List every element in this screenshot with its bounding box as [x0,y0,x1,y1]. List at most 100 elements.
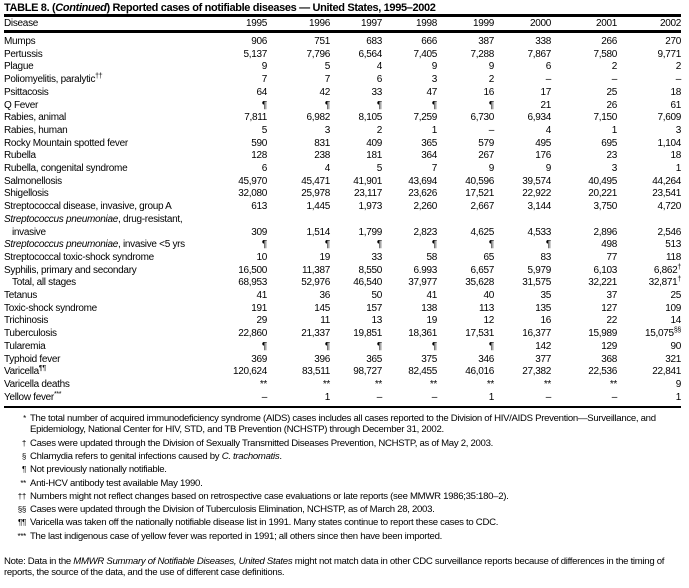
footnotes: * The total number of acquired immunodefi… [4,413,683,541]
table-row: Typhoid fever 369 396 365 375 346 377 368 321 [4,354,681,367]
cell-1996: 42 [319,86,330,98]
table-row: Tetanus 41 36 50 41 40 35 37 25 [4,290,681,303]
disease-name: Salmonellosis [4,175,62,187]
cell-1996: 83,511 [301,366,330,378]
cell-2000: 16 [540,315,551,327]
cell-1999: 346 [478,353,494,365]
cell-1997: 365 [366,353,382,365]
cell-2001: 3 [611,163,618,175]
table-row: Streptococcal toxic-shock syndrome 10 19 33… [4,252,681,265]
cell-1996: 25,978 [301,188,330,200]
cell-2002: 6,862† [653,263,681,276]
cell-1995: – [261,391,268,403]
cell-2002: 513 [665,239,681,251]
cell-1998: 9 [431,61,438,73]
cell-1997: ¶ [376,340,382,352]
cell-1996: 238 [314,150,330,162]
cell-1996: 751 [314,36,330,47]
cell-2000: 176 [535,150,551,162]
cell-1998: 82,455 [408,366,437,378]
table-row: Poliomyelitis, paralytic†† 7 7 6 3 2 – – – [4,73,681,87]
disease-name: Toxic-shock syndrome [4,302,97,314]
cell-1997: – [376,391,383,403]
cell-1996 [267,214,330,227]
cell-1998: 3 [431,74,438,86]
cell-1999: ** [486,378,494,390]
table-row: Syphilis, primary and secondary 16,500 11,… [4,263,681,278]
cell-2001: 368 [601,353,617,365]
cell-1996: ¶ [324,340,330,352]
disease-name: Varicella deaths [4,378,70,390]
cell-1997: ¶ [376,99,382,111]
cell-2001: 129 [601,340,617,352]
cell-2002: 321 [665,353,681,365]
cell-2001: 1 [611,124,618,136]
cell-1997: 6,564 [358,48,382,60]
cell-1999: 2,667 [470,201,494,213]
footnote-symbol: †† [17,491,27,501]
cell-1999: ¶ [488,99,494,111]
cell-1996: 11,387 [301,264,330,276]
cell-2001: 266 [601,36,617,47]
cell-1998: 18,361 [408,328,437,340]
cell-1997: 23,117 [353,188,382,200]
cell-1995: 309 [251,226,267,238]
column-header-2002: 2002 [659,18,681,29]
cell-1997: 409 [366,137,382,149]
cell-1999: 579 [478,137,494,149]
cell-1999: 16 [483,86,494,98]
cell-1998: 37,977 [408,277,437,289]
cell-1998: 2,823 [413,226,437,238]
disease-name: Rubella, congenital syndrome [4,163,128,175]
cell-2002: 1 [675,163,682,175]
cell-1995: 16,500 [238,264,267,276]
cell-1995: 906 [251,36,267,47]
cell-2001: 7,580 [593,48,617,60]
cell-2002: 1 [675,391,682,403]
cell-2000: 5,979 [527,264,551,276]
cell-1999: 12 [483,315,494,327]
footnote-marker: † [677,263,681,271]
cell-1998: 41 [426,290,437,302]
disease-name: Rubella [4,150,36,162]
cell-2002: 109 [665,302,681,314]
cell-1998: 43,694 [408,175,437,187]
cell-2002: 4,720 [657,201,681,213]
column-header-2001: 2001 [595,18,617,29]
cell-1995: 10 [256,251,267,263]
footnote-text: Varicella was taken off the nationally n… [30,517,499,529]
cell-1999: 17,521 [465,188,494,200]
footnote-text: Not previously nationally notifiable. [30,464,167,476]
cell-1996: ¶ [324,99,330,111]
cell-1998: 7,259 [413,112,437,124]
cell-1998: 364 [421,150,437,162]
table-row: Tuberculosis 22,860 21,337 19,851 18,361 17,5… [4,327,681,341]
cell-2000: 495 [535,137,551,149]
footnote-text: Cases were updated through the Division … [30,437,493,449]
cell-1998: ¶ [431,99,437,111]
footnote-symbol: † [21,438,26,448]
cell-2001: 22,536 [588,366,617,378]
cell-1996: 3 [324,124,331,136]
cell-2000: 4,533 [527,226,551,238]
footnote-text: Cases were updated through the Division … [30,504,435,516]
footnote-symbol: * [23,414,26,424]
cell-2001: 6,103 [593,264,617,276]
footnote: * The total number of acquired immunodefi… [4,413,683,435]
cell-1996: 396 [314,353,330,365]
cell-2002: 2,546 [657,226,681,238]
footnote: † Cases were updated through the Division… [4,438,683,449]
cell-2002: 9 [675,378,682,390]
cell-1997: 1,973 [358,201,382,213]
table-row: Varicella deaths ** ** ** ** ** ** ** 9 [4,379,681,392]
column-header-2000: 2000 [529,18,551,29]
cell-1998: ** [429,378,437,390]
disease-name: Syphilis, primary and secondary [4,264,137,276]
cell-2002: 22,841 [652,366,681,378]
cell-1999: ¶ [488,239,494,251]
table-row: Q Fever ¶ ¶ ¶ ¶ ¶ 21 26 61 [4,100,681,113]
cell-1997: 41,901 [353,175,382,187]
diseases-table: Disease 1995 1996 1997 1998 1999 2000 2001 2002 … [4,14,682,409]
cell-2001: ** [609,378,617,390]
footnote-text: Anti-HCV antibody test available May 199… [30,477,203,489]
